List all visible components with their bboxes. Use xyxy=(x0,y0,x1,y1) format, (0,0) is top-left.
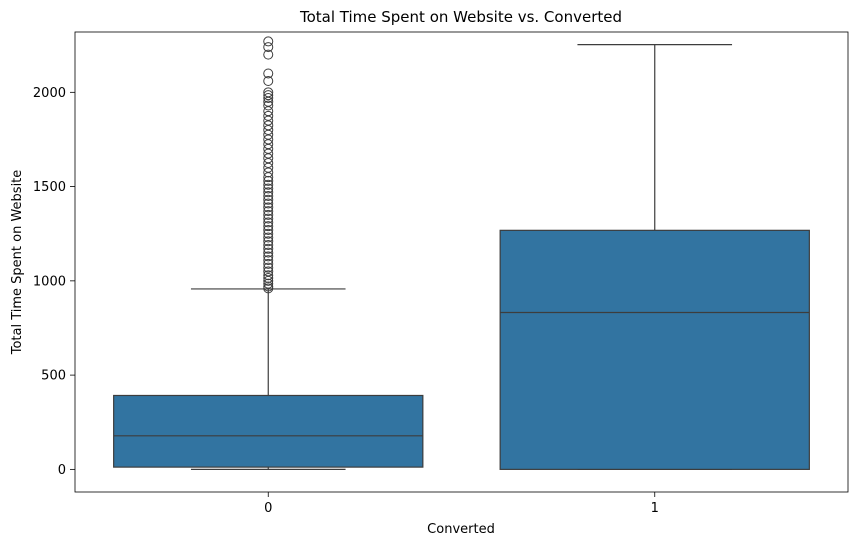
outlier-point xyxy=(263,206,274,217)
outlier-point xyxy=(263,87,274,98)
outlier-point xyxy=(263,240,274,251)
box-group-1 xyxy=(499,44,810,470)
outlier-point xyxy=(263,175,274,186)
outlier-point xyxy=(263,92,274,103)
chart-title: Total Time Spent on Website vs. Converte… xyxy=(299,8,622,26)
y-tick-label: 2000 xyxy=(33,86,66,101)
outlier-point xyxy=(263,194,274,205)
box-iqr xyxy=(113,394,424,468)
outlier-point xyxy=(263,236,274,247)
outlier-point xyxy=(263,183,274,194)
outlier-point xyxy=(263,262,274,273)
outlier-point xyxy=(263,270,274,281)
x-tick-label: 0 xyxy=(264,501,272,516)
y-tick-label: 1000 xyxy=(33,274,66,289)
outlier-point xyxy=(263,266,274,277)
outlier-point xyxy=(263,187,274,198)
plot-area xyxy=(113,36,810,470)
outlier-point xyxy=(263,251,274,262)
outlier-point xyxy=(263,243,274,254)
x-axis-label: Converted xyxy=(427,522,495,537)
outlier-point xyxy=(263,68,274,79)
outlier-point xyxy=(263,76,274,87)
box-group-0 xyxy=(113,36,424,470)
outlier-point xyxy=(263,100,274,111)
outlier-point xyxy=(263,49,274,60)
outlier-point xyxy=(263,198,274,209)
outlier-point xyxy=(263,217,274,228)
outlier-point xyxy=(263,42,274,53)
outlier-point xyxy=(263,247,274,258)
outlier-point xyxy=(263,209,274,220)
x-tick-label: 1 xyxy=(651,501,659,516)
outlier-point xyxy=(263,221,274,232)
outlier-point xyxy=(263,110,274,121)
outlier-point xyxy=(263,228,274,239)
y-axis: 0 500 1000 1500 2000 xyxy=(33,86,75,478)
outlier-point xyxy=(263,273,274,284)
y-tick-label: 1500 xyxy=(33,180,66,195)
y-tick-label: 500 xyxy=(41,369,66,384)
outlier-point xyxy=(263,258,274,269)
outlier-point xyxy=(263,278,274,289)
outlier-point xyxy=(263,179,274,190)
outlier-point xyxy=(263,36,274,47)
outlier-point xyxy=(263,213,274,224)
box-iqr xyxy=(499,229,810,470)
outlier-point xyxy=(263,191,274,202)
outlier-point xyxy=(263,255,274,266)
outlier-point xyxy=(263,90,274,101)
outlier-point xyxy=(263,232,274,243)
plot-frame xyxy=(74,31,849,493)
outlier-point xyxy=(263,202,274,213)
y-tick-label: 0 xyxy=(58,463,66,478)
y-axis-label: Total Time Spent on Website xyxy=(10,170,25,356)
outlier-point xyxy=(263,281,274,292)
outlier-point xyxy=(263,224,274,235)
